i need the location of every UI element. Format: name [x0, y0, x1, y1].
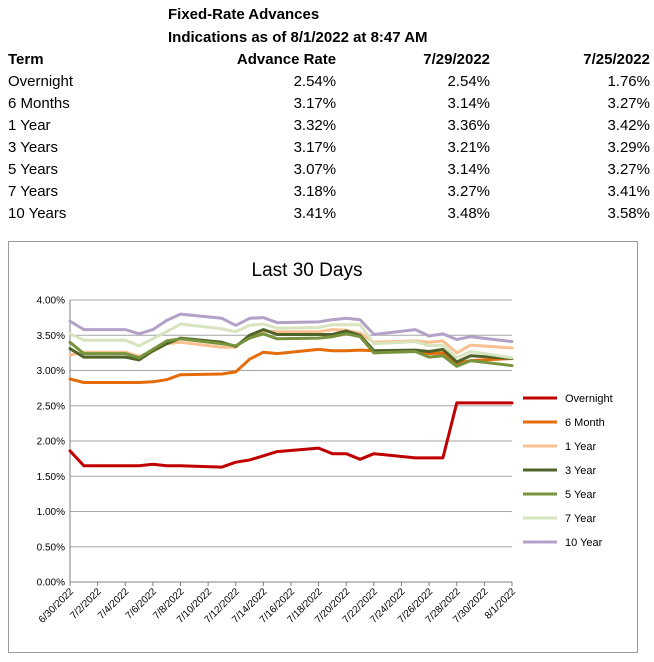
series-line-10-year [68, 312, 514, 344]
rate-cell: 3.21% [447, 139, 491, 156]
rate-cell: 3.36% [447, 117, 491, 134]
term-cell: 10 Years [8, 205, 67, 222]
legend-label: 3 Year [565, 465, 597, 477]
rate-cell: 1.76% [607, 73, 650, 90]
rate-cell: 3.07% [293, 161, 337, 178]
series-lines [68, 312, 514, 469]
term-cell: 1 Year [8, 117, 51, 134]
column-header-date-2: 7/25/2022 [583, 51, 650, 68]
legend: Overnight 6 Month 1 Year 3 Year 5 Year 7 Year… [523, 393, 613, 549]
table-row: 7 Years 3.18% 3.27% 3.41% [0, 181, 650, 203]
column-header-advance-rate: Advance Rate [236, 51, 337, 68]
column-header-date-1: 7/29/2022 [423, 51, 491, 68]
rate-cell: 3.29% [607, 139, 650, 156]
rate-cell: 3.32% [293, 117, 337, 134]
term-cell: 3 Years [8, 139, 59, 156]
table-header-row: Term Advance Rate 7/29/2022 7/25/2022 [0, 49, 650, 71]
legend-label: 7 Year [565, 513, 597, 525]
term-cell: Overnight [8, 73, 74, 90]
table-row: 3 Years 3.17% 3.21% 3.29% [0, 137, 650, 159]
rate-cell: 3.27% [447, 183, 491, 200]
y-tick-label: 4.00% [37, 296, 65, 307]
rate-cell: 3.18% [293, 183, 337, 200]
legend-label: 1 Year [565, 441, 597, 453]
table-row: 10 Years 3.41% 3.48% 3.58% [0, 203, 650, 225]
chart-container: Last 30 Days 0.00% 0.50% 1.00% 1.50% 2.00% 2.… [8, 241, 638, 653]
chart-title: Last 30 Days [252, 260, 363, 281]
series-line-5-year [68, 332, 514, 368]
rate-cell: 3.17% [293, 139, 337, 156]
rate-cell: 3.14% [447, 161, 491, 178]
y-tick-label: 2.50% [37, 401, 65, 412]
y-tick-label: 0.00% [37, 578, 65, 589]
y-tick-label: 3.00% [37, 366, 65, 377]
table-row: Overnight 2.54% 2.54% 1.76% [0, 71, 650, 93]
y-tick-label: 2.00% [37, 437, 65, 448]
legend-label: 5 Year [565, 489, 597, 501]
page-subtitle: Indications as of 8/1/2022 at 8:47 AM [168, 29, 428, 46]
rate-cell: 3.17% [293, 95, 337, 112]
term-cell: 5 Years [8, 161, 59, 178]
term-cell: 7 Years [8, 183, 59, 200]
x-tick-label: 6/30/2022 [37, 586, 77, 626]
y-tick-label: 1.50% [37, 472, 65, 483]
y-tick-label: 1.00% [37, 507, 65, 518]
legend-label: Overnight [565, 393, 613, 405]
y-tick-label: 3.50% [37, 331, 65, 342]
series-line-7-year [68, 322, 514, 360]
grid-lines [69, 299, 512, 583]
rate-cell: 2.54% [293, 73, 337, 90]
rate-cell: 3.27% [607, 161, 650, 178]
rates-table: Term Advance Rate 7/29/2022 7/25/2022 Ov… [0, 49, 650, 225]
x-axis-ticks: 6/30/20227/2/20227/4/20227/6/20227/8/202… [37, 582, 519, 626]
rate-cell: 3.27% [607, 95, 650, 112]
table-row: 5 Years 3.07% 3.14% 3.27% [0, 159, 650, 181]
rate-cell: 3.14% [447, 95, 491, 112]
rate-cell: 3.58% [607, 205, 650, 222]
x-tick-label: 8/1/2022 [483, 586, 519, 622]
line-chart: Last 30 Days 0.00% 0.50% 1.00% 1.50% 2.00% 2.… [37, 260, 613, 626]
rate-cell: 2.54% [447, 73, 491, 90]
term-cell: 6 Months [8, 95, 70, 112]
page-title: Fixed-Rate Advances [168, 6, 320, 23]
legend-label: 6 Month [565, 417, 605, 429]
column-header-term: Term [8, 51, 44, 68]
series-line-6-month [68, 347, 514, 384]
rate-cell: 3.41% [293, 205, 337, 222]
legend-label: 10 Year [565, 537, 603, 549]
rate-cell: 3.48% [447, 205, 491, 222]
table-row: 6 Months 3.17% 3.14% 3.27% [0, 93, 650, 115]
rate-cell: 3.41% [607, 183, 650, 200]
y-tick-label: 0.50% [37, 542, 65, 553]
rate-cell: 3.42% [607, 117, 650, 134]
series-line-overnight [68, 401, 514, 469]
y-axis-ticks: 0.00% 0.50% 1.00% 1.50% 2.00% 2.50% 3.00% 3.50%… [37, 296, 65, 589]
table-row: 1 Year 3.32% 3.36% 3.42% [0, 115, 650, 137]
